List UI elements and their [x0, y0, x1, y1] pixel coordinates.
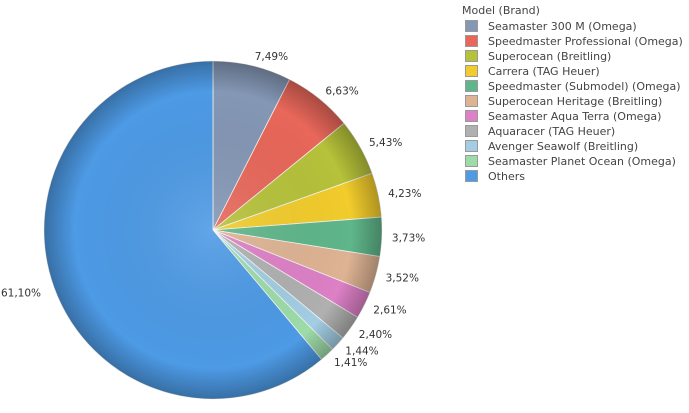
legend-label: Others: [488, 170, 525, 183]
legend-item-4[interactable]: Speedmaster (Submodel) (Omega): [462, 79, 683, 94]
legend-label: Superocean (Breitling): [488, 50, 612, 63]
legend-item-10[interactable]: Others: [462, 169, 683, 184]
legend-label: Superocean Heritage (Breitling): [488, 95, 663, 108]
legend-items: Seamaster 300 M (Omega) Speedmaster Profe…: [462, 19, 683, 184]
legend-label: Seamaster Aqua Terra (Omega): [488, 110, 662, 123]
legend-item-8[interactable]: Avenger Seawolf (Breitling): [462, 139, 683, 154]
slice-value-label-7: 2,40%: [359, 329, 392, 341]
legend-swatch: [465, 65, 478, 77]
legend-item-3[interactable]: Carrera (TAG Heuer): [462, 64, 683, 79]
legend-label: Speedmaster Professional (Omega): [488, 35, 683, 48]
legend-item-1[interactable]: Speedmaster Professional (Omega): [462, 34, 683, 49]
legend-item-7[interactable]: Aquaracer (TAG Heuer): [462, 124, 683, 139]
slice-value-label-2: 5,43%: [369, 137, 402, 149]
legend-item-5[interactable]: Superocean Heritage (Breitling): [462, 94, 683, 109]
slice-value-label-6: 2,61%: [373, 305, 406, 317]
legend-title: Model (Brand): [462, 4, 540, 17]
legend-swatch: [465, 110, 478, 122]
legend-swatch: [465, 20, 478, 32]
legend-swatch: [465, 95, 478, 107]
legend-label: Carrera (TAG Heuer): [488, 65, 600, 78]
legend-swatch: [465, 170, 478, 182]
legend-swatch: [465, 155, 478, 167]
legend-label: Seamaster Planet Ocean (Omega): [488, 155, 676, 168]
legend: Model (Brand) Seamaster 300 M (Omega) Spe…: [462, 4, 683, 184]
legend-swatch: [465, 140, 478, 152]
slice-value-label-8: 1,44%: [345, 346, 378, 358]
legend-item-2[interactable]: Superocean (Breitling): [462, 49, 683, 64]
legend-label: Avenger Seawolf (Breitling): [488, 140, 639, 153]
slice-value-label-0: 7,49%: [255, 51, 288, 63]
legend-label: Seamaster 300 M (Omega): [488, 20, 637, 33]
legend-item-6[interactable]: Seamaster Aqua Terra (Omega): [462, 109, 683, 124]
legend-item-9[interactable]: Seamaster Planet Ocean (Omega): [462, 154, 683, 169]
slice-value-label-1: 6,63%: [325, 86, 358, 98]
pie-slices: [43, 60, 383, 400]
legend-swatch: [465, 125, 478, 137]
pie-value-labels: 7,49% 6,63% 5,43% 4,23% 3,73% 3,52% 2,61% 2,40%…: [1, 51, 425, 369]
legend-swatch: [465, 50, 478, 62]
legend-swatch: [465, 80, 478, 92]
legend-label: Aquaracer (TAG Heuer): [488, 125, 616, 138]
slice-value-label-5: 3,52%: [386, 273, 419, 285]
slice-value-label-4: 3,73%: [392, 232, 425, 244]
slice-value-label-10: 61,10%: [1, 288, 41, 300]
slice-value-label-9: 1,41%: [334, 357, 367, 369]
legend-swatch: [465, 35, 478, 47]
legend-label: Speedmaster (Submodel) (Omega): [488, 80, 681, 93]
legend-item-0[interactable]: Seamaster 300 M (Omega): [462, 19, 683, 34]
slice-value-label-3: 4,23%: [388, 188, 421, 200]
